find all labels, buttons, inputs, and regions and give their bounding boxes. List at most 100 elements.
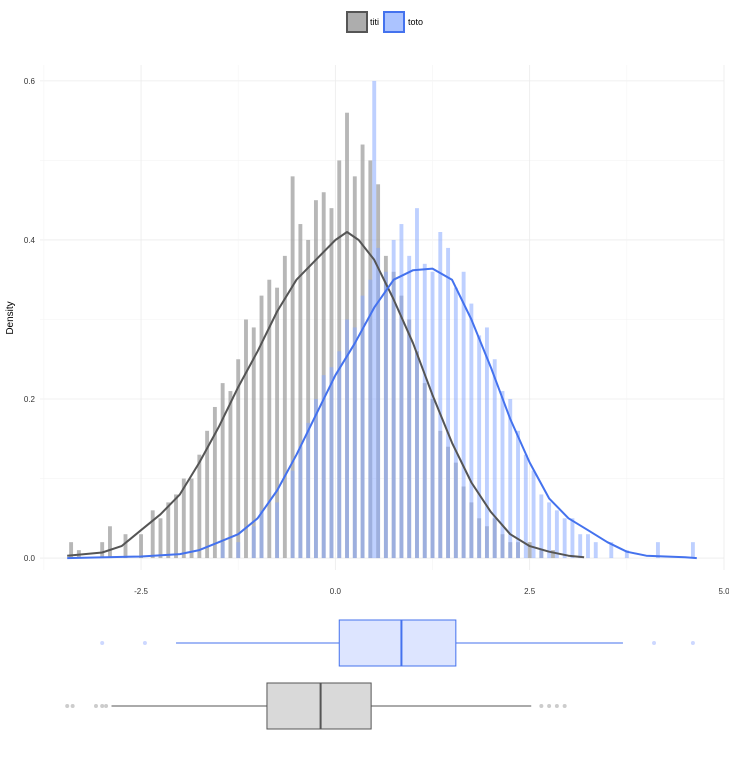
histogram-bar-toto [415,208,419,559]
x-tick-label: 2.5 [524,587,536,596]
histogram-bar-titi [158,518,163,559]
histogram-bar-toto [306,422,311,559]
histogram-bar-toto [578,534,583,559]
density-curves [67,231,697,560]
histogram-bar-titi [282,255,287,559]
histogram-bar-toto [461,271,466,559]
legend-key-toto [383,11,405,33]
grid [40,65,725,570]
histogram-bar-titi [123,534,128,559]
y-tick-label: 0.0 [24,554,36,563]
histogram-bar-toto [438,232,443,559]
boxplot-outlier-titi [104,704,109,708]
x-tick-label: 5.0 [718,587,729,596]
histogram-bar-titi [313,200,318,559]
histogram-bar-titi [551,550,555,559]
histogram-bar-toto [422,263,427,559]
histogram-bar-toto [516,430,520,559]
boxplot-outlier-titi [65,704,70,708]
boxplot-outlier-titi [70,704,75,708]
boxplots [65,619,695,730]
legend-label-toto: toto [408,17,423,27]
histogram-bar-titi [166,502,171,559]
histogram-bar-titi [150,510,155,559]
histogram-bar-toto [624,550,629,559]
boxplot-box-titi [266,682,372,730]
density-curve-titi [67,231,585,559]
histogram-bar-toto [539,494,544,559]
histogram-bar-titi [306,239,311,559]
histogram-bar-toto [484,327,489,559]
y-tick-label: 0.2 [24,395,36,404]
density-curve-toto [67,267,697,560]
histogram-bar-toto [655,542,660,559]
histogram-bar-toto [251,526,256,559]
boxplot-outlier-toto [142,641,147,645]
histogram-bar-toto [368,279,373,559]
histogram-bar-toto [313,399,318,559]
histogram-bar-toto [593,542,598,559]
x-tick-label: 0.0 [330,587,342,596]
histogram-bar-toto [547,502,552,559]
histogram-bar-toto [259,510,264,559]
histogram-bar-toto [570,518,575,559]
histogram-bar-titi [259,295,264,559]
histogram-bar-toto [298,446,303,559]
histogram-bar-titi [108,526,112,559]
histogram-bar-titi [174,494,178,559]
histogram-bar-toto [492,359,497,559]
histogram-bar-titi [205,430,210,559]
histogram-bar-titi [100,542,105,559]
histogram-bar-toto [554,510,559,559]
histogram-bar-toto [321,375,326,559]
histogram-bar-titi [527,542,532,559]
histogram-bar-toto [446,247,451,559]
histogram-bar-titi [69,542,74,559]
histogram-bar-toto [391,239,396,559]
histogram-bar-toto [469,303,474,559]
legend: titi toto [346,11,423,33]
histogram-bar-toto [531,470,536,559]
histogram-bar-titi [197,454,202,559]
histogram-bar-toto [220,542,225,559]
histogram-bar-titi [251,327,256,559]
histogram-bar-toto [236,542,241,559]
histogram-bar-titi [139,534,143,559]
histogram-bar-titi [267,279,272,559]
histogram-bar-toto [562,518,567,559]
histogram-bar-toto [372,80,377,559]
histogram-bar-toto [360,295,365,559]
histogram-bar-toto [376,247,381,559]
histogram-bar-toto [407,255,412,559]
histogram-bar-toto [523,454,528,559]
y-axis-ticks: 0.0 0.2 0.4 0.6 [24,77,36,563]
histogram-bar-titi [212,406,217,559]
y-axis-title: Density [5,301,16,334]
histogram-bar-toto [352,327,357,559]
boxplot-outlier-titi [539,704,544,708]
boxplot-outlier-titi [547,704,552,708]
histogram-bar-toto [586,534,590,559]
histogram-bar-titi [189,478,194,559]
histogram-bar-toto [345,319,349,559]
histogram-bar-toto [500,391,505,559]
x-axis-ticks: -2.5 0.0 2.5 5.0 [134,587,729,596]
legend-key-titi [346,11,368,33]
histogram-bar-toto [609,542,614,559]
histogram-bar-toto [337,351,342,559]
y-tick-label: 0.4 [24,236,36,245]
histogram-bar-toto [399,224,404,559]
boxplot-box-toto [338,619,457,667]
histogram-bar-toto [290,470,295,559]
boxplot-outlier-titi [562,704,567,708]
histogram-bar-titi [244,319,248,559]
histogram-bar-toto [275,502,280,559]
boxplot-outlier-toto [690,641,695,645]
histogram-bar-toto [430,271,435,559]
histogram-bar-titi [290,176,295,559]
histogram-bars [69,80,695,559]
boxplot-outlier-toto [652,641,657,645]
histogram-bar-toto [329,367,334,559]
